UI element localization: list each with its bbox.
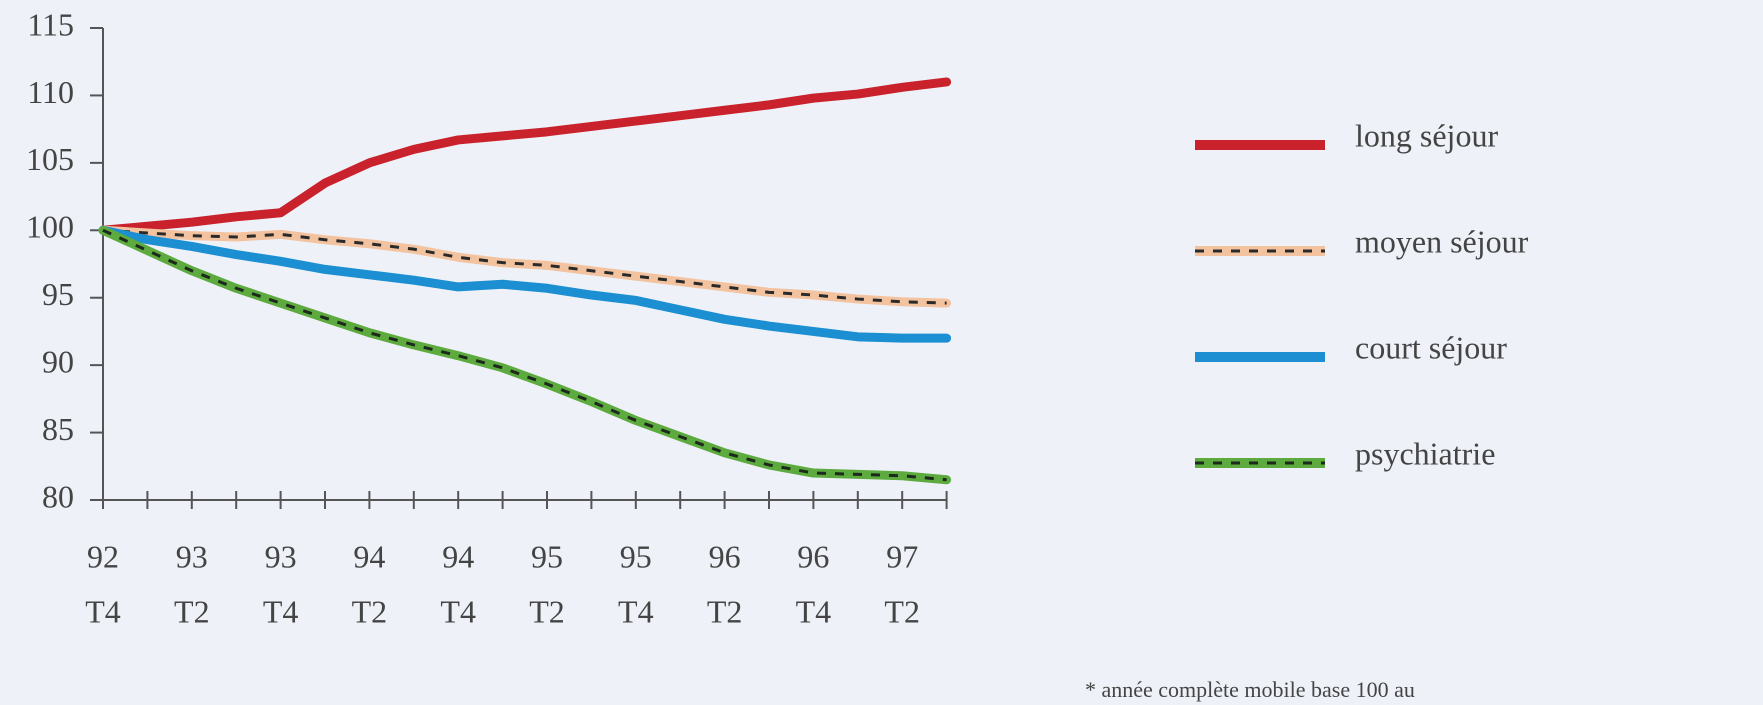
y-tick-label: 105 (26, 141, 74, 177)
x-tick-label: 93 (176, 538, 208, 574)
x-tick-label: 96 (797, 538, 829, 574)
y-tick-label: 80 (42, 478, 74, 514)
y-tick-label: 115 (27, 6, 74, 42)
x-tick-label: T2 (884, 593, 920, 629)
x-tick-label: T4 (85, 593, 121, 629)
x-tick-label: T2 (707, 593, 743, 629)
legend-label: moyen séjour (1355, 223, 1529, 259)
x-tick-label: 97 (886, 538, 918, 574)
series-dash (102, 228, 947, 482)
y-tick-label: 85 (42, 411, 74, 447)
legend-label: court séjour (1355, 329, 1507, 365)
series-dash (102, 228, 947, 305)
y-tick-label: 100 (26, 209, 74, 245)
x-tick-label: T4 (440, 593, 476, 629)
x-tick-label: T2 (529, 593, 565, 629)
x-tick-label: 96 (709, 538, 741, 574)
x-tick-label: T2 (352, 593, 388, 629)
legend-label: psychiatrie (1355, 435, 1495, 471)
y-tick-label: 110 (27, 74, 74, 110)
x-tick-label: 95 (620, 538, 652, 574)
footnote: * année complète mobile base 100 au (1085, 677, 1415, 702)
y-tick-label: 90 (42, 343, 74, 379)
series-line (98, 77, 952, 235)
x-tick-label: 94 (353, 538, 385, 574)
series-line (98, 225, 952, 343)
x-tick-label: T4 (796, 593, 832, 629)
legend-label: long séjour (1355, 117, 1498, 153)
x-tick-label: 95 (531, 538, 563, 574)
x-tick-label: 94 (442, 538, 474, 574)
x-tick-label: T2 (174, 593, 210, 629)
y-tick-label: 95 (42, 276, 74, 312)
x-tick-label: T4 (618, 593, 654, 629)
x-tick-label: 92 (87, 538, 119, 574)
x-tick-label: T4 (263, 593, 299, 629)
x-tick-label: 93 (265, 538, 297, 574)
